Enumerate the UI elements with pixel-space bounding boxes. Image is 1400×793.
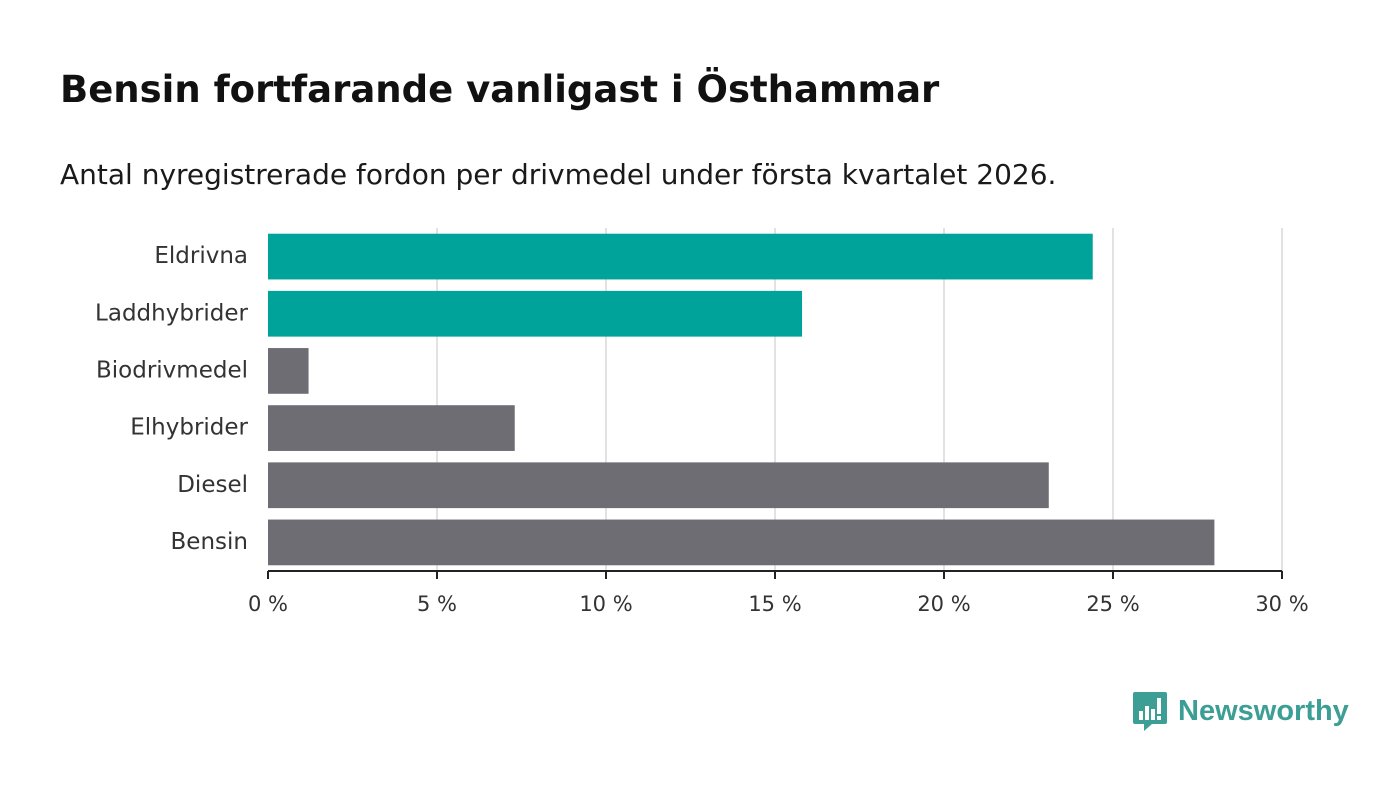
x-tick-label: 0 % bbox=[248, 592, 288, 616]
x-tick-label: 25 % bbox=[1086, 592, 1139, 616]
bar-diesel bbox=[268, 462, 1049, 509]
bar-laddhybrider bbox=[268, 290, 803, 337]
bar-elhybrider bbox=[268, 405, 515, 451]
newsworthy-logo-icon bbox=[1133, 692, 1167, 731]
newsworthy-logo: Newsworthy bbox=[1132, 690, 1349, 732]
x-tick-label: 20 % bbox=[917, 592, 970, 616]
category-label: Bensin bbox=[171, 529, 248, 555]
category-label: Diesel bbox=[177, 472, 248, 498]
category-label: Eldrivna bbox=[154, 243, 248, 269]
x-tick-label: 15 % bbox=[748, 592, 801, 616]
bar-eldrivna bbox=[268, 233, 1093, 280]
category-label: Biodrivmedel bbox=[96, 357, 248, 383]
chart-title: Bensin fortfarande vanligast i Östhammar bbox=[60, 68, 940, 111]
bar-biodrivmedel bbox=[268, 348, 309, 394]
chart-subtitle: Antal nyregistrerade fordon per drivmede… bbox=[60, 158, 1057, 191]
category-label: Elhybrider bbox=[130, 415, 248, 441]
x-tick-label: 10 % bbox=[579, 592, 632, 616]
bar-bensin bbox=[268, 519, 1215, 566]
x-tick-label: 5 % bbox=[417, 592, 457, 616]
category-label: Laddhybrider bbox=[95, 300, 248, 326]
brand-name: Newsworthy bbox=[1178, 694, 1349, 727]
x-tick-label: 30 % bbox=[1255, 592, 1308, 616]
